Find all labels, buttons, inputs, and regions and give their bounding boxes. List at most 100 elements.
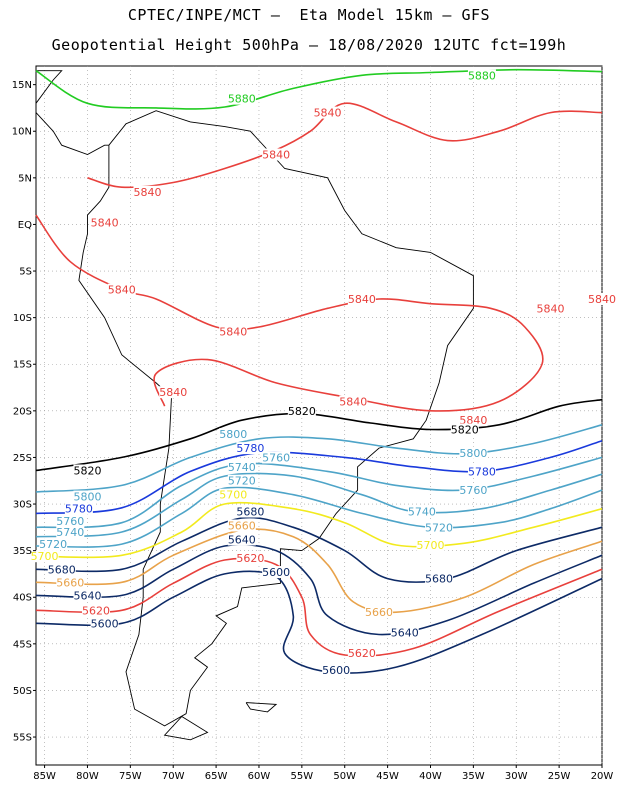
contour-label: 5840 [91,217,119,230]
lon-label: 45W [376,771,399,782]
contour-label: 5660 [56,576,84,589]
contour-label-bg [227,460,256,473]
contour-5880 [35,68,603,110]
lat-label: 5N [18,173,32,184]
coast-outline [245,702,278,713]
contour-label-bg [227,474,256,487]
lon-label: 25W [548,771,571,782]
contour-5720 [35,486,603,548]
contour-label-bg [339,395,368,408]
lon-label: 30W [505,771,528,782]
lon-label: 60W [248,771,271,782]
contour-label-bg [236,552,265,565]
contour-5780 [35,439,603,515]
contour-label: 5840 [159,386,187,399]
contour-label: 5840 [219,326,247,339]
contour-label: 5680 [48,563,76,576]
contour-label: 5660 [228,519,256,532]
contour-label: 5680 [236,505,264,518]
contour-label-bg [322,663,351,676]
coast-outline [35,112,109,155]
lat-label: 50S [13,686,32,697]
contour-label-bg [347,647,376,660]
contour-label-bg [82,604,111,617]
contour-label-bg [467,465,496,478]
contour-label: 5800 [73,491,101,504]
contour-label: 5760 [56,515,84,528]
lat-label: 55S [13,733,32,744]
contour-label-bg [227,519,256,532]
lon-label: 85W [33,771,56,782]
contour-label-bg [262,566,291,579]
contour-label-bg [425,521,454,534]
contour-label: 5700 [219,489,247,502]
contour-label: 5640 [73,589,101,602]
contour-label: 5880 [228,93,256,106]
lat-label: 40S [13,593,32,604]
contour-label: 5600 [322,664,350,677]
contour-5600 [35,570,603,674]
contour-label: 5700 [31,550,59,563]
contour-label-bg [390,626,419,639]
contour-label-bg [287,404,316,417]
contour-label-bg [236,442,265,455]
contour-label-bg [236,505,265,518]
coast-outline [163,716,209,741]
contour-label-bg [47,563,76,576]
axis-labels: 15N 10N 5N EQ 5S 10S 15S 20S 25S 30S 35S 40S 45S 50S 5… [12,80,614,782]
contour-label: 5840 [348,293,376,306]
contour-label: 5820 [73,464,101,477]
contour-5700 [35,501,603,559]
contour-label: 5840 [339,396,367,409]
lat-label: 20S [13,406,32,417]
lat-label: 10N [12,127,32,138]
contour-5760 [35,456,603,529]
contour-label: 5740 [408,505,436,518]
contour-label-bg [459,446,488,459]
contour-5820 [35,398,603,472]
contour-label: 5840 [133,186,161,199]
contour-label: 5700 [416,539,444,552]
lon-label: 70W [162,771,185,782]
contour-label-bg [56,526,85,538]
coast-outline [78,110,474,727]
contour-label: 5800 [459,447,487,460]
contour-label-bg [459,484,488,497]
lat-label: 15N [12,80,32,91]
contour-label: 5820 [288,405,316,418]
lon-label: 50W [333,771,356,782]
contour-label: 5780 [468,465,496,478]
map-frame [35,65,603,766]
contour-label-bg [73,589,102,602]
contour-label: 5720 [228,475,256,488]
contour-lines [35,68,603,674]
contour-label-bg [219,488,248,501]
contour-label-bg [467,69,496,82]
contour-label: 5740 [56,526,84,539]
contour-label-bg [347,293,376,305]
contour-5840 [35,214,544,412]
contour-label: 5640 [228,533,256,546]
contour-label: 5760 [459,484,487,497]
lon-label: 40W [419,771,442,782]
contour-label-bg [227,533,256,546]
contour-5800 [35,424,603,493]
contour-label: 5720 [425,521,453,534]
contour-label-bg [56,514,85,527]
contour-label-bg [313,106,342,119]
lat-label: 30S [13,500,32,511]
map-title: CPTEC/INPE/MCT – Eta Model 15km – GFS [127,6,491,24]
lon-label: 80W [76,771,99,782]
contour-label-bg [90,216,119,229]
contour-label: 5620 [236,552,264,565]
contour-label-bg [56,576,85,589]
contour-label-bg [73,490,102,503]
contour-label-bg [133,185,162,198]
contour-labels: 5880 5880 5840 5840 5840 5840 5840 5840 5840 5840… [31,69,616,677]
contour-label: 5840 [588,293,616,306]
map-subtitle: Geopotential Height 500hPa – 18/08/2020 … [51,36,567,54]
contour-label-bg [73,464,102,477]
contour-label-bg [262,451,291,464]
contour-label: 5780 [65,503,93,516]
